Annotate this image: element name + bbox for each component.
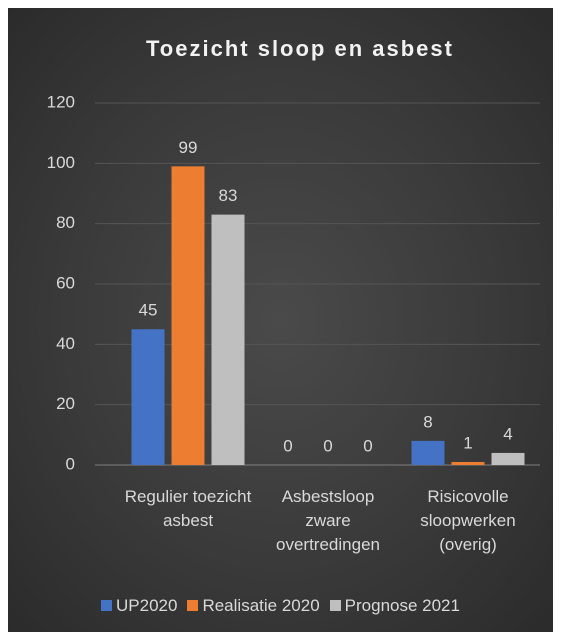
value-label: 8 <box>423 412 432 431</box>
y-tick-label: 80 <box>56 213 75 232</box>
legend-label: UP2020 <box>116 596 178 615</box>
bar <box>211 214 245 465</box>
bar <box>451 461 485 465</box>
legend-label: Realisatie 2020 <box>202 596 320 615</box>
bar <box>171 166 205 465</box>
value-label: 45 <box>139 301 158 320</box>
y-tick-label: 20 <box>56 394 75 413</box>
chart-title: Toezicht sloop en asbest <box>146 36 454 61</box>
bar <box>491 452 525 465</box>
x-tick-label: Asbestsloop zware overtredingen <box>276 487 380 554</box>
legend-item: UP2020 <box>101 596 177 616</box>
x-tick-label: Regulier toezicht asbest <box>124 487 252 530</box>
x-tick-label: Risicovolle sloopwerken (overig) <box>420 487 516 554</box>
y-tick-label: 60 <box>56 273 75 292</box>
legend-swatch <box>187 600 199 611</box>
y-tick-label: 120 <box>47 92 75 111</box>
value-label: 1 <box>463 433 472 452</box>
legend: UP2020 Realisatie 2020 Prognose 2021 <box>0 596 561 616</box>
value-label: 4 <box>503 424 512 443</box>
value-label: 0 <box>323 436 332 455</box>
value-label: 0 <box>283 436 292 455</box>
bar <box>131 329 165 465</box>
y-tick-label: 0 <box>66 454 75 473</box>
y-tick-label: 100 <box>47 153 75 172</box>
value-label: 0 <box>363 436 372 455</box>
legend-swatch <box>329 600 341 611</box>
value-label: 99 <box>179 138 198 157</box>
value-label: 83 <box>219 186 238 205</box>
legend-item: Prognose 2021 <box>329 596 460 616</box>
bar <box>411 440 445 465</box>
legend-swatch <box>101 600 113 611</box>
chart-background <box>8 8 553 632</box>
legend-item: Realisatie 2020 <box>187 596 320 616</box>
legend-label: Prognose 2021 <box>344 596 460 615</box>
y-tick-label: 40 <box>56 334 75 353</box>
